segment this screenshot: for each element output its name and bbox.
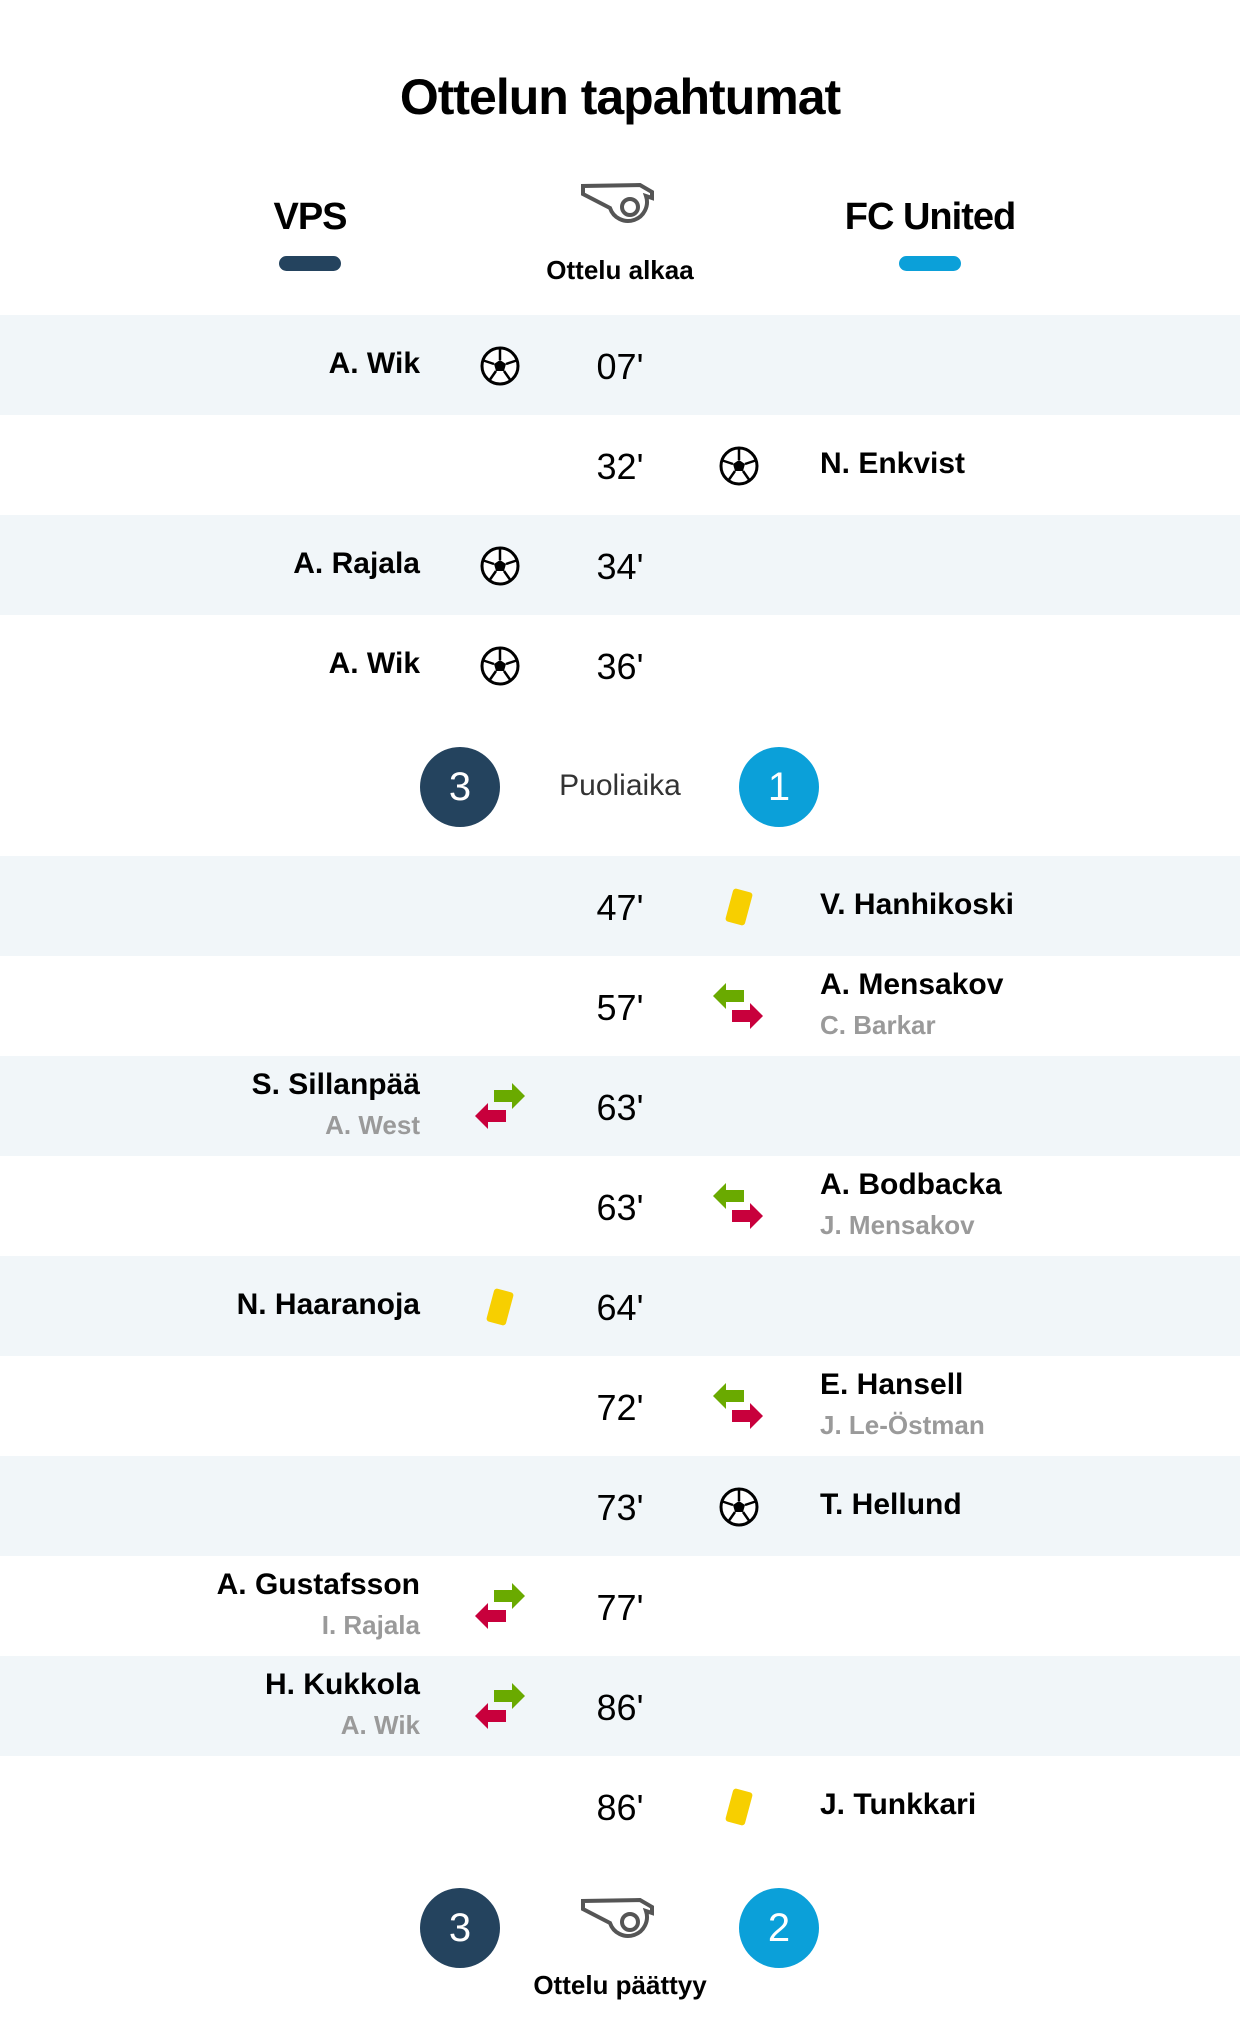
away-team-color-bar — [899, 256, 961, 271]
event-row: 34' A. Rajala — [0, 515, 1240, 615]
substitution-icon — [708, 1382, 768, 1432]
away-team-name: FC United — [844, 196, 1016, 238]
event-row: 07' A. Wik — [0, 315, 1240, 415]
event-sub-player: J. Mensakov — [820, 1210, 975, 1240]
event-minute: 64' — [596, 1287, 644, 1328]
yellow-card-icon — [718, 1786, 760, 1828]
event-player: E. Hansell — [820, 1368, 964, 1401]
event-player: A. Rajala — [293, 547, 420, 580]
halftime-label: Puoliaika — [559, 769, 681, 802]
event-minute: 77' — [596, 1587, 644, 1628]
halftime-home-score: 3 — [420, 747, 500, 827]
event-player: N. Haaranoja — [236, 1288, 420, 1321]
substitution-icon — [708, 982, 768, 1032]
soccer-ball-icon — [479, 345, 521, 387]
event-player: A. Gustafsson — [216, 1568, 420, 1601]
soccer-ball-icon — [479, 645, 521, 687]
event-sub-player: C. Barkar — [820, 1010, 936, 1040]
home-team-name: VPS — [273, 196, 347, 238]
event-minute: 63' — [596, 1187, 644, 1228]
home-team-color-bar — [279, 256, 341, 271]
event-minute: 32' — [596, 446, 644, 487]
event-minute: 86' — [596, 1787, 644, 1828]
event-minute: 34' — [596, 546, 644, 587]
event-player: V. Hanhikoski — [820, 888, 1014, 921]
substitution-icon — [470, 1082, 530, 1132]
event-row: 86' J. Tunkkari — [0, 1756, 1240, 1856]
event-row: 86' H. Kukkola A. Wik — [0, 1656, 1240, 1756]
event-sub-player: J. Le-Östman — [820, 1410, 985, 1440]
event-minute: 47' — [596, 887, 644, 928]
halftime-away-score: 1 — [739, 747, 819, 827]
event-minute: 63' — [596, 1087, 644, 1128]
event-row: 73' T. Hellund — [0, 1456, 1240, 1556]
match-end-label: Ottelu päättyy — [533, 1970, 707, 2000]
event-sub-player: I. Rajala — [321, 1610, 420, 1640]
event-player: S. Sillanpää — [251, 1068, 420, 1101]
match-start-label: Ottelu alkaa — [546, 255, 694, 285]
event-row: 72' E. Hansell J. Le-Östman — [0, 1356, 1240, 1456]
event-row: 47' V. Hanhikoski — [0, 856, 1240, 956]
yellow-card-icon — [718, 886, 760, 928]
soccer-ball-icon — [718, 445, 760, 487]
event-row: 77' A. Gustafsson I. Rajala — [0, 1556, 1240, 1656]
event-player: A. Bodbacka — [820, 1168, 1002, 1201]
event-row: 63' S. Sillanpää A. West — [0, 1056, 1240, 1156]
fulltime-home-score: 3 — [420, 1888, 500, 1968]
event-player: N. Enkvist — [820, 447, 966, 480]
event-player: J. Tunkkari — [820, 1788, 977, 1821]
event-minute: 86' — [596, 1687, 644, 1728]
event-sub-player: A. West — [325, 1110, 420, 1140]
event-row: 64' N. Haaranoja — [0, 1256, 1240, 1356]
event-row: 63' A. Bodbacka J. Mensakov — [0, 1156, 1240, 1256]
whistle-icon — [581, 182, 654, 223]
soccer-ball-icon — [718, 1486, 760, 1528]
event-player: A. Mensakov — [820, 968, 1004, 1001]
event-player: A. Wik — [328, 647, 420, 680]
fulltime-away-score: 2 — [739, 1888, 819, 1968]
event-minute: 72' — [596, 1387, 644, 1428]
event-player: A. Wik — [328, 347, 420, 380]
substitution-icon — [470, 1682, 530, 1732]
yellow-card-icon — [479, 1286, 521, 1328]
event-row: 36' A. Wik — [0, 615, 1240, 715]
whistle-icon — [581, 1897, 654, 1938]
event-player: T. Hellund — [820, 1488, 962, 1521]
soccer-ball-icon — [479, 545, 521, 587]
event-row: 57' A. Mensakov C. Barkar — [0, 956, 1240, 1056]
event-player: H. Kukkola — [264, 1668, 420, 1701]
substitution-icon — [470, 1582, 530, 1632]
event-sub-player: A. Wik — [340, 1710, 420, 1740]
event-minute: 57' — [596, 987, 644, 1028]
event-minute: 36' — [596, 646, 644, 687]
event-minute: 07' — [596, 346, 644, 387]
event-minute: 73' — [596, 1487, 644, 1528]
event-row: 32' N. Enkvist — [0, 415, 1240, 515]
substitution-icon — [708, 1182, 768, 1232]
page-title: Ottelun tapahtumat — [399, 69, 841, 125]
